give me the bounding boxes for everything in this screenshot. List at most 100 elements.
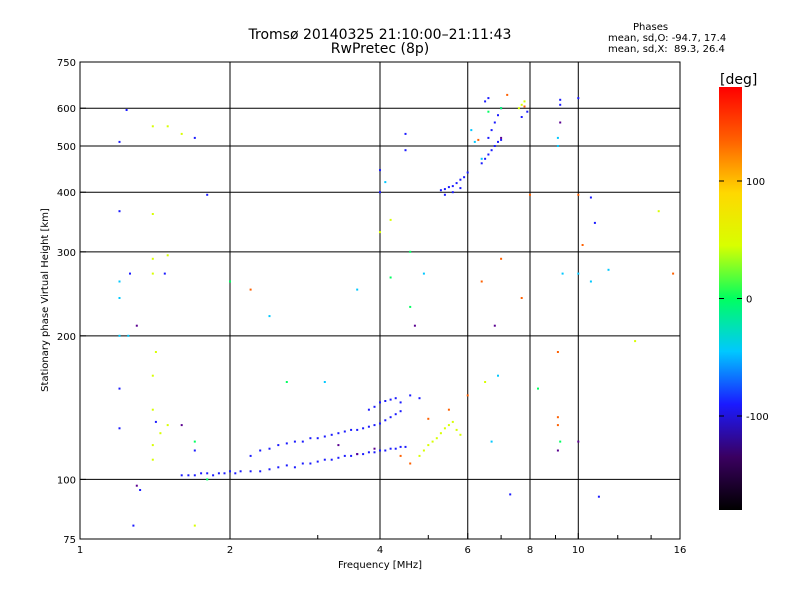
data-point — [399, 401, 402, 404]
data-point — [559, 98, 562, 101]
data-point — [404, 132, 407, 135]
data-point — [166, 424, 169, 427]
data-point — [373, 424, 376, 427]
data-point — [379, 449, 381, 452]
data-point — [404, 445, 407, 448]
data-point — [151, 408, 154, 411]
data-point — [435, 437, 438, 440]
data-point — [389, 416, 392, 419]
data-point — [343, 430, 346, 433]
data-point — [607, 268, 610, 271]
y-tick-label: 75 — [63, 535, 76, 546]
data-point — [151, 458, 154, 461]
data-point — [463, 176, 466, 179]
data-point — [337, 432, 340, 435]
data-point — [418, 397, 421, 400]
data-point — [180, 132, 183, 135]
data-point — [427, 444, 430, 447]
x-tick-label: 2 — [227, 545, 233, 556]
data-point — [413, 324, 416, 327]
data-point — [151, 272, 154, 275]
data-point — [597, 495, 600, 498]
data-point — [517, 107, 520, 110]
y-tick-label: 200 — [57, 332, 76, 343]
y-tick-label: 300 — [57, 248, 76, 259]
data-point — [350, 428, 353, 431]
data-point — [451, 191, 454, 194]
data-point — [118, 280, 121, 283]
data-point — [389, 218, 392, 221]
data-point — [125, 109, 128, 111]
data-point — [487, 136, 490, 139]
data-point — [389, 398, 392, 401]
phase-stats-heading: Phases — [633, 22, 669, 33]
data-point — [293, 466, 296, 469]
data-point — [431, 440, 434, 443]
data-point — [301, 462, 304, 465]
data-point — [362, 427, 365, 430]
data-point — [316, 437, 319, 440]
data-point — [379, 401, 381, 404]
phase-stats-x-mode: mean, sd,X: 89.3, 26.4 — [608, 44, 725, 55]
data-point — [447, 186, 450, 189]
data-point — [118, 297, 121, 299]
phase-stats-o-mode: mean, sd,O: -94.7, 17.4 — [608, 33, 727, 44]
data-point — [118, 140, 121, 143]
data-point — [581, 244, 584, 246]
data-point — [229, 470, 231, 473]
data-point — [409, 462, 412, 465]
data-point — [151, 125, 154, 128]
data-point — [259, 470, 262, 473]
data-point — [577, 272, 580, 275]
data-point — [466, 394, 469, 397]
data-point — [556, 449, 559, 452]
data-point — [379, 169, 381, 172]
data-point — [362, 453, 365, 456]
x-tick-label: 16 — [674, 545, 687, 556]
data-point — [166, 125, 169, 128]
data-point — [529, 193, 531, 196]
data-point — [356, 288, 359, 291]
x-tick-label: 1 — [77, 545, 83, 556]
data-point — [506, 93, 509, 96]
data-point — [451, 185, 454, 188]
data-point — [497, 140, 499, 143]
data-point — [537, 387, 539, 390]
data-point — [520, 297, 523, 299]
data-point — [439, 432, 442, 435]
data-point — [193, 449, 196, 452]
data-point — [163, 272, 166, 275]
data-point — [293, 440, 296, 443]
data-point — [180, 424, 183, 427]
data-point — [497, 374, 499, 377]
data-point — [409, 305, 412, 308]
data-point — [323, 458, 326, 461]
x-tick-label: 4 — [377, 545, 383, 556]
data-point — [561, 272, 564, 275]
data-point — [337, 444, 340, 447]
data-point — [589, 280, 592, 283]
data-point — [379, 191, 381, 194]
data-point — [487, 97, 490, 100]
data-point — [337, 456, 340, 459]
data-point — [497, 114, 499, 117]
data-point — [500, 257, 503, 260]
data-point — [330, 433, 333, 436]
data-point — [373, 447, 376, 450]
data-point — [487, 110, 490, 113]
data-point — [556, 136, 559, 139]
data-point — [559, 103, 562, 106]
chart-title: Tromsø 20140325 21:10:00–21:11:43 — [248, 27, 512, 43]
data-point — [477, 138, 480, 141]
data-point — [399, 454, 402, 457]
data-point — [343, 454, 346, 457]
colorbar-scale — [719, 87, 742, 510]
data-point — [249, 470, 252, 473]
y-tick-label: 100 — [57, 475, 76, 486]
data-point — [466, 171, 469, 174]
data-point — [556, 416, 559, 419]
colorbar: [deg] 100 0 -100 — [719, 72, 769, 510]
data-point — [490, 149, 493, 152]
data-point — [384, 449, 387, 452]
data-point — [309, 437, 312, 440]
